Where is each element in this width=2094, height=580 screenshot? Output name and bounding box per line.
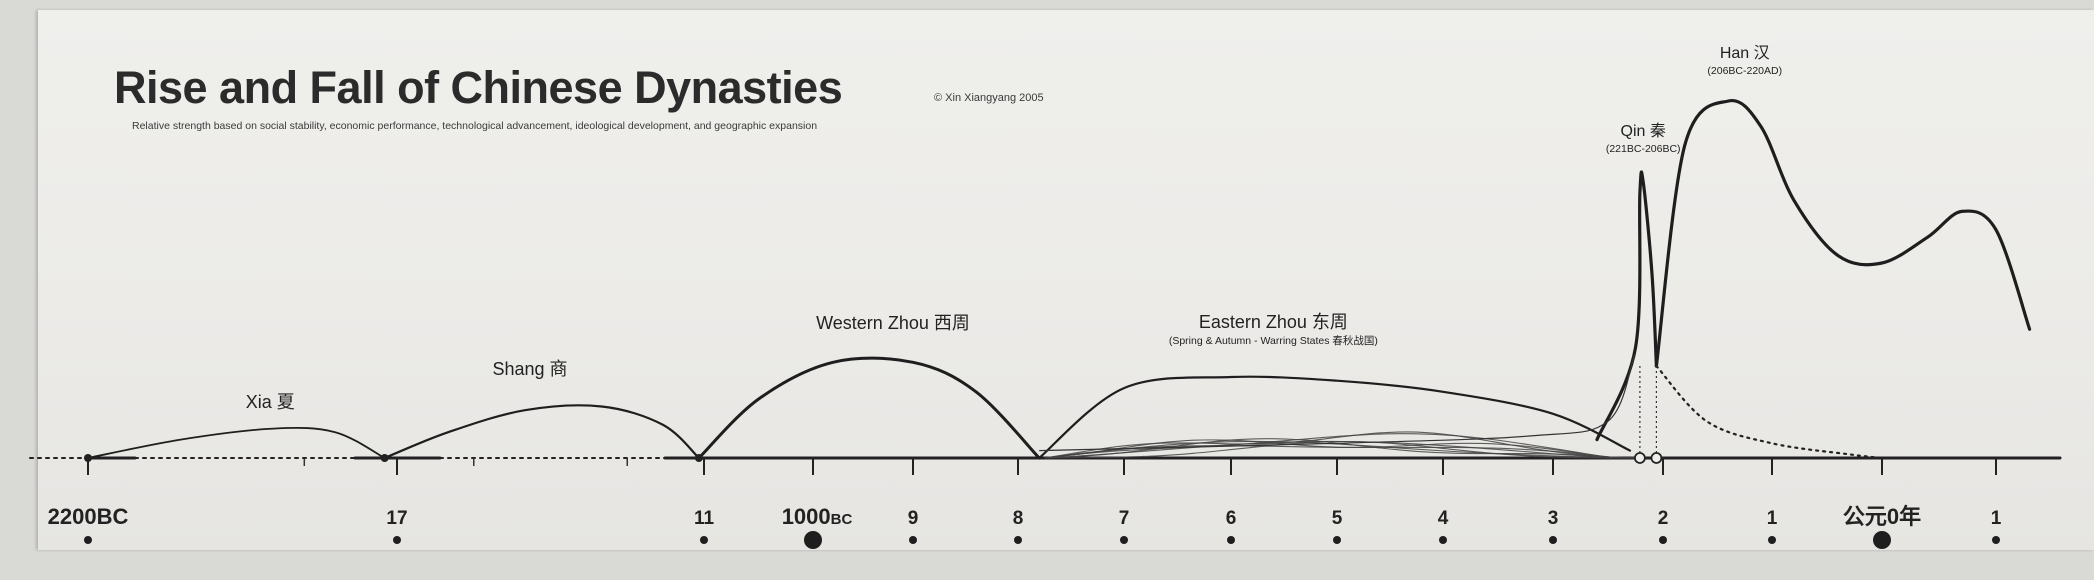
axis-tick-label: 公元0年 — [1843, 504, 1921, 529]
dynasty-period-label: (Spring & Autumn - Warring States 春秋战国) — [1169, 334, 1378, 347]
axis-dot — [700, 536, 708, 544]
axis-tick-label: 5 — [1332, 508, 1343, 529]
dynasty-start-dot — [380, 454, 389, 462]
warring-state-line — [1044, 440, 1647, 459]
qin-marker-circle — [1634, 452, 1646, 464]
axis-dot — [1333, 536, 1341, 544]
qin-rise-line — [1039, 354, 1635, 452]
dynasty-label: Xia 夏 — [246, 392, 295, 412]
dynasty-period-label: (221BC-206BC) — [1606, 143, 1681, 155]
warring-state-line — [1044, 439, 1647, 459]
warring-state-line — [1044, 431, 1647, 459]
dynasty-curve — [697, 356, 1041, 460]
chart-title: Rise and Fall of Chinese Dynasties — [114, 62, 843, 113]
axis-dot — [1120, 536, 1128, 544]
axis-tick-label: 7 — [1119, 508, 1130, 529]
dynasty-curve — [87, 426, 386, 459]
post-qin-dotted-line — [1655, 364, 1884, 460]
chart-subtitle: Relative strength based on social stabil… — [132, 120, 818, 132]
axis-tick-label: 2 — [1658, 508, 1669, 529]
dynasty-start-dot — [694, 454, 703, 462]
dynasty-label: Eastern Zhou 东周 — [1199, 312, 1348, 332]
axis-tick-label: 1 — [1767, 508, 1778, 529]
warring-state-line — [1044, 433, 1647, 459]
dynasty-label: Han 汉 — [1720, 44, 1770, 62]
dynasty-curve — [383, 404, 700, 460]
axis-dot — [393, 536, 401, 544]
qin-marker-circle — [1650, 452, 1663, 464]
axis-dot — [1873, 531, 1891, 549]
axis-dot — [1992, 536, 2000, 544]
axis-dot — [1439, 536, 1447, 544]
axis-tick-suffix: BC — [831, 511, 853, 528]
axis-tick-label: 4 — [1438, 508, 1449, 529]
axis-dot — [1549, 536, 1557, 544]
dynasty-label: Qin 秦 — [1621, 122, 1666, 140]
dynasty-curve — [1654, 98, 2032, 368]
axis-tick-label: 1000BC — [782, 504, 853, 529]
warring-state-line — [1044, 440, 1647, 459]
dynasty-period-label: (206BC-220AD) — [1707, 65, 1782, 77]
copyright-note: © Xin Xiangyang 2005 — [934, 92, 1044, 104]
axis-tick-label: 6 — [1226, 508, 1237, 529]
axis-tick-label: 17 — [386, 508, 407, 529]
dynasty-curve — [1595, 170, 1658, 442]
axis-tick-label: 1 — [1991, 508, 2002, 529]
axis-dot — [84, 536, 92, 544]
axis-dot — [1768, 536, 1776, 544]
poster-paper — [38, 10, 2094, 550]
dynasty-curve — [1038, 375, 1632, 460]
axis-dot — [804, 531, 822, 549]
dynasty-label: Western Zhou 西周 — [816, 313, 970, 333]
dynasty-label: Shang 商 — [493, 359, 568, 379]
axis-dot — [1014, 536, 1022, 544]
axis-dot — [909, 536, 917, 544]
axis-tick-label: 8 — [1013, 508, 1024, 529]
axis-dot — [1227, 536, 1235, 544]
axis-dot — [1659, 536, 1667, 544]
axis-tick-label: 2200BC — [48, 504, 129, 529]
axis-tick-label: 11 — [694, 508, 715, 529]
axis-tick-label: 3 — [1548, 508, 1559, 529]
axis-tick-label: 9 — [908, 508, 919, 529]
